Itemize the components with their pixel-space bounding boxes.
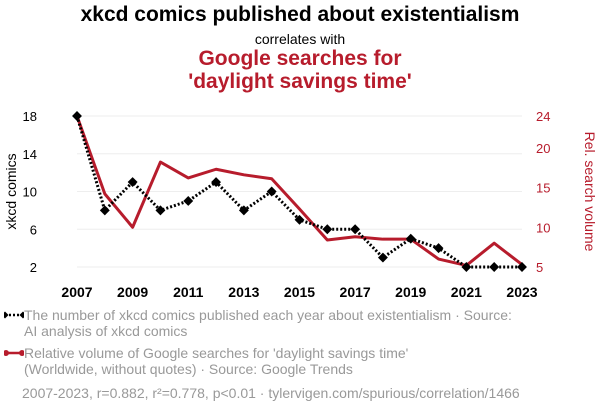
xkcd-point <box>377 252 388 263</box>
xkcd-point <box>72 111 82 121</box>
legend-item-google-line2: (Worldwide, without quotes) · Source: Go… <box>24 361 353 377</box>
xkcd-point <box>238 205 249 216</box>
y-tick-label-left: 2 <box>30 260 37 275</box>
xkcd-point <box>266 186 277 197</box>
chart-title: xkcd comics published about existentiali… <box>80 3 520 26</box>
x-tick-label: 2023 <box>506 284 537 300</box>
x-tick-label: 2013 <box>228 284 259 300</box>
x-tick-label: 2019 <box>395 284 426 300</box>
y-tick-label-left: 18 <box>23 109 37 124</box>
legend-item-google-line1: Relative volume of Google searches for '… <box>24 345 409 361</box>
xkcd-point <box>461 262 472 272</box>
xkcd-point <box>183 195 194 206</box>
x-tick-label: 2017 <box>340 284 371 300</box>
x-tick-label: 2009 <box>117 284 148 300</box>
chart-title-secondary: Google searches for 'daylight savings ti… <box>0 47 600 93</box>
chart-footer: 2007-2023, r=0.882, r²=0.778, p<0.01 · t… <box>22 385 520 401</box>
y-tick-label-right: 20 <box>536 141 550 156</box>
chart-subtitle: correlates with <box>254 31 346 47</box>
xkcd-point <box>322 224 333 235</box>
x-tick-label: 2015 <box>284 284 315 300</box>
y-tick-label-left: 6 <box>30 222 37 237</box>
xkcd-point <box>489 262 500 272</box>
legend-swatch-dotted-diamond-icon <box>4 311 24 319</box>
legend-item-xkcd-line1: The number of xkcd comics published each… <box>24 307 512 323</box>
xkcd-point <box>433 243 444 254</box>
x-tick-label: 2021 <box>451 284 482 300</box>
y-tick-label-left: 14 <box>23 147 37 162</box>
xkcd-point <box>350 224 361 235</box>
y-axis-label-right: Rel. search volume <box>582 132 598 252</box>
chart-plot: 2 6 10 14 18 5 10 15 20 24 2007 2009 2011 2013 2015 201… <box>3 109 598 300</box>
y-tick-label-right: 15 <box>536 181 550 196</box>
y-axis-label-left: xkcd comics <box>3 153 19 229</box>
legend-item-xkcd-line2: AI analysis of xkcd comics <box>24 323 188 339</box>
xkcd-point <box>294 214 305 225</box>
y-tick-label-right: 24 <box>536 109 550 124</box>
y-tick-label-left: 10 <box>23 185 37 200</box>
series-google-line <box>75 115 523 267</box>
chart-title-secondary-text: Google searches for 'daylight savings ti… <box>188 47 412 93</box>
xkcd-point <box>155 205 166 216</box>
xkcd-point <box>211 177 222 188</box>
y-tick-label-right: 10 <box>536 220 550 235</box>
xkcd-point <box>127 177 138 188</box>
xkcd-point <box>405 233 416 244</box>
xkcd-point <box>99 205 110 216</box>
x-tick-label: 2011 <box>173 284 204 300</box>
y-tick-label-right: 5 <box>536 260 543 275</box>
xkcd-point <box>517 262 527 272</box>
legend-swatch-solid-circle-icon <box>4 350 24 356</box>
x-tick-label: 2007 <box>61 284 92 300</box>
